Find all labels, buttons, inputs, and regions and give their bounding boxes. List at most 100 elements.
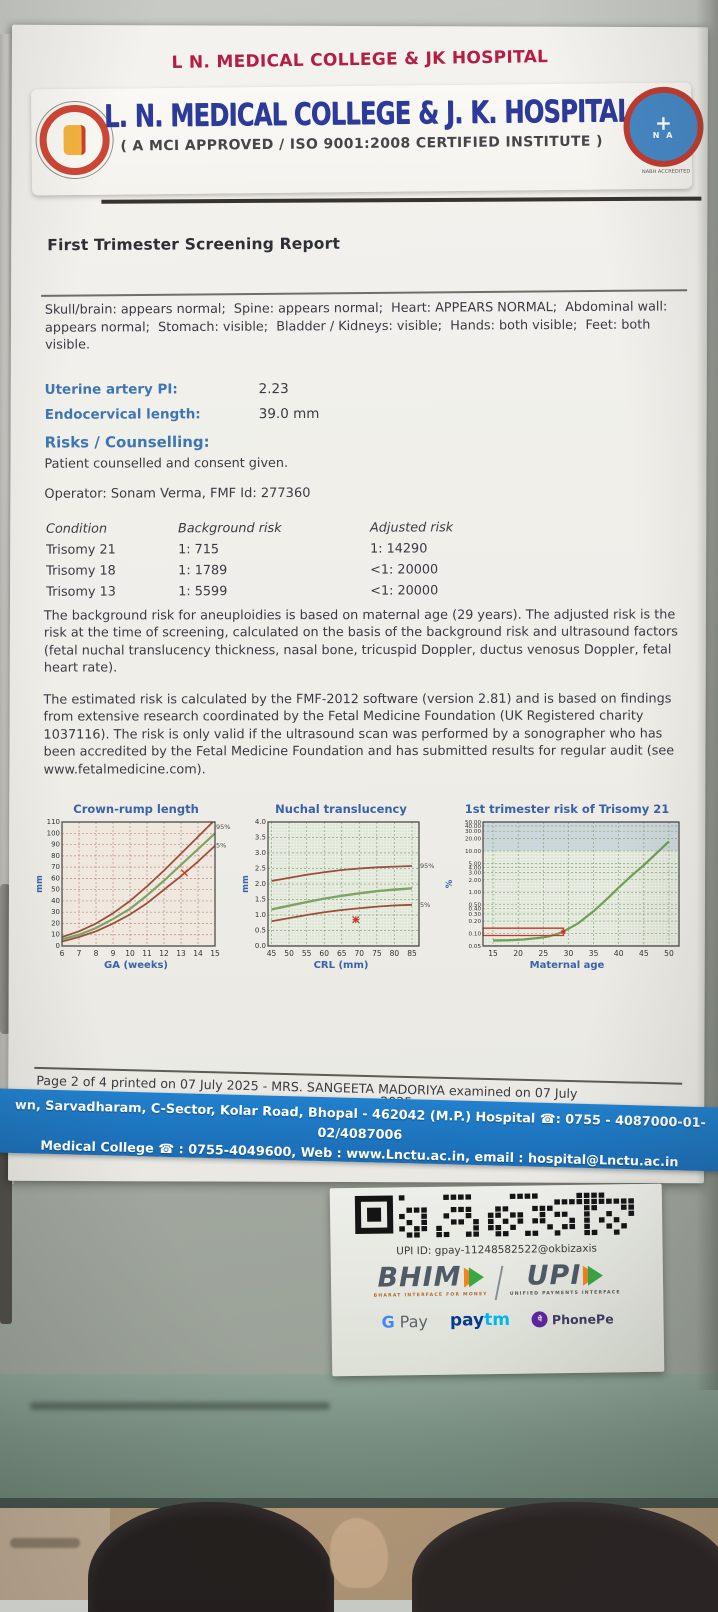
foot-shape [330, 1518, 388, 1588]
svg-text:45: 45 [639, 949, 649, 958]
person-leg-right [412, 1502, 718, 1612]
hospital-certification: ( A MCI APPROVED / ISO 9001:2008 CERTIFI… [32, 133, 692, 156]
svg-text:90: 90 [51, 841, 60, 849]
svg-text:60: 60 [51, 874, 60, 882]
svg-text:30.00: 30.00 [465, 829, 481, 835]
svg-text:3.0: 3.0 [255, 849, 266, 857]
risk-table-header: Condition Background risk Adjusted risk [46, 520, 580, 543]
cell-adjusted: 1: 14290 [370, 541, 580, 563]
photo-edge-shade [696, 0, 718, 1390]
bhim-arrow-icon-2 [468, 1267, 483, 1287]
svg-text:2.0: 2.0 [255, 880, 266, 888]
logo-divider [494, 1266, 503, 1300]
uterine-artery-pi-label: Uterine artery PI: [45, 381, 259, 398]
table-row: Trisomy 18 1: 1789 <1: 20000 [46, 562, 580, 585]
svg-text:75: 75 [372, 949, 382, 958]
nabh-caption: NABH ACCREDITED [642, 168, 702, 175]
svg-text:1.0: 1.0 [255, 911, 266, 919]
svg-text:0.05: 0.05 [469, 944, 482, 950]
svg-text:5%: 5% [420, 901, 430, 909]
gpay-pay-text: Pay [400, 1311, 428, 1330]
svg-text:2.5: 2.5 [255, 865, 266, 873]
endocervical-length-value: 39.0 mm [259, 406, 320, 422]
svg-text:50: 50 [284, 949, 294, 958]
wallet-logos: G Pay paytm पेPhonePe [381, 1308, 613, 1331]
chart-title: Nuchal translucency [275, 802, 407, 816]
paytm-tm-text: tm [484, 1310, 510, 1330]
endocervical-length-label: Endocervical length: [45, 406, 259, 423]
svg-text:10: 10 [125, 949, 135, 958]
svg-text:85: 85 [407, 949, 417, 958]
table-edge [0, 1374, 718, 1508]
table-row: Trisomy 21 1: 715 1: 14290 [46, 541, 580, 564]
svg-text:30: 30 [564, 949, 574, 958]
svg-text:0: 0 [56, 942, 60, 950]
svg-text:40: 40 [614, 949, 624, 958]
svg-text:0.5: 0.5 [255, 927, 266, 935]
gpay-logo: G Pay [381, 1311, 428, 1331]
svg-text:95%: 95% [420, 862, 434, 870]
counselling-note: Patient counselled and consent given. [44, 456, 288, 472]
upi-text: UPI [526, 1263, 581, 1290]
svg-text:3.00: 3.00 [469, 871, 482, 877]
measurement-params: Uterine artery PI: 2.23 Endocervical len… [45, 381, 320, 432]
cell-condition: Trisomy 21 [46, 542, 178, 563]
chart-title: 1st trimester risk of Trisomy 21 [465, 802, 670, 816]
bhim-tagline: BHARAT INTERFACE FOR MONEY [374, 1292, 488, 1299]
cell-adjusted: <1: 20000 [370, 562, 580, 584]
svg-text:0.30: 0.30 [469, 912, 482, 918]
svg-text:35: 35 [589, 949, 599, 958]
svg-text:20.00: 20.00 [465, 836, 481, 842]
svg-text:12: 12 [159, 949, 169, 958]
svg-text:15: 15 [488, 949, 498, 958]
svg-text:110: 110 [47, 818, 60, 826]
col-condition: Condition [46, 521, 178, 542]
svg-text:0.0: 0.0 [255, 942, 266, 950]
phonepe-logo: पेPhonePe [532, 1310, 614, 1327]
qr-code [353, 1190, 640, 1240]
bhim-text: BHIM [377, 1264, 461, 1291]
svg-text:30: 30 [51, 908, 60, 916]
cell-condition: Trisomy 13 [46, 584, 178, 605]
svg-text:60: 60 [319, 949, 329, 958]
svg-text:45: 45 [267, 949, 277, 958]
svg-text:55: 55 [302, 949, 312, 958]
svg-text:3.5: 3.5 [255, 834, 266, 842]
chart-title: Crown-rump length [73, 802, 199, 816]
qr-code-svg [353, 1190, 640, 1240]
floor [0, 1508, 718, 1600]
report-page: L N. MEDICAL COLLEGE & JK HOSPITAL L. N.… [8, 25, 708, 1183]
table-row: Trisomy 13 1: 5599 <1: 20000 [46, 583, 580, 606]
svg-text:80: 80 [390, 949, 400, 958]
bhim-logo: BHIM BHARAT INTERFACE FOR MONEY [373, 1264, 488, 1299]
svg-text:2.00: 2.00 [469, 878, 482, 884]
upi-tagline: UNIFIED PAYMENTS INTERFACE [510, 1290, 621, 1297]
svg-text:14: 14 [193, 949, 203, 958]
param-row: Endocervical length: 39.0 mm [45, 406, 320, 432]
svg-text:50: 50 [664, 949, 674, 958]
svg-text:7: 7 [77, 949, 82, 958]
cell-background: 1: 5599 [178, 584, 370, 606]
cell-background: 1: 715 [178, 542, 370, 564]
svg-text:mm: mm [35, 875, 45, 893]
bhim-upi-logos: BHIM BHARAT INTERFACE FOR MONEY UPI UNIF… [373, 1262, 621, 1301]
gpay-g-icon: G [381, 1312, 394, 1331]
risks-counselling-heading: Risks / Counselling: [45, 433, 210, 452]
svg-text:9: 9 [111, 949, 116, 958]
svg-text:8: 8 [94, 949, 99, 958]
hospital-seal-ring [39, 105, 110, 176]
svg-text:1.00: 1.00 [469, 890, 482, 896]
upi-payment-card: UPI ID: gpay-11248582522@okbizaxis BHIM … [330, 1184, 665, 1377]
upi-logo: UPI UNIFIED PAYMENTS INTERFACE [509, 1262, 620, 1297]
svg-text:mm: mm [241, 875, 251, 893]
svg-text:10: 10 [51, 931, 60, 939]
svg-text:65: 65 [337, 949, 347, 958]
chart-xlabel: Maternal age [530, 960, 605, 971]
paytm-logo: paytm [450, 1310, 510, 1331]
background-risk-paragraph: The background risk for aneuploidies is … [44, 606, 692, 677]
